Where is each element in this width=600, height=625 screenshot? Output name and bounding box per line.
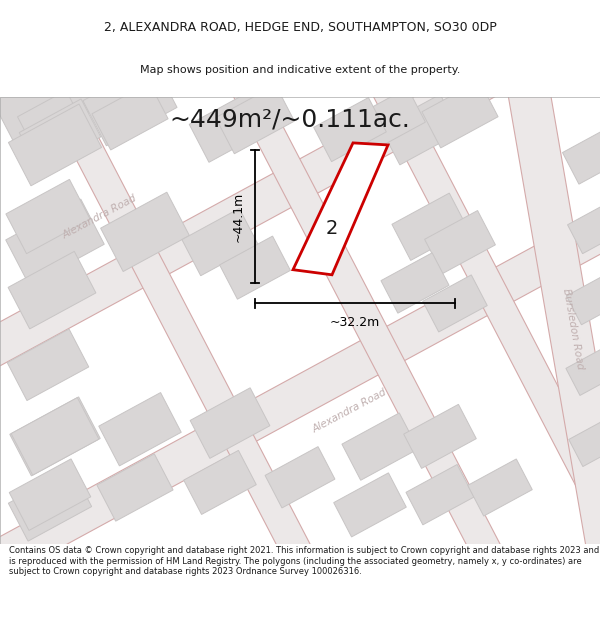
Polygon shape (6, 199, 104, 285)
Polygon shape (196, 10, 504, 566)
Polygon shape (17, 91, 82, 148)
Polygon shape (406, 464, 474, 525)
Polygon shape (392, 193, 468, 261)
Polygon shape (0, 58, 98, 151)
Polygon shape (7, 329, 89, 401)
Polygon shape (97, 454, 173, 521)
Text: Alexandra Road: Alexandra Road (311, 387, 389, 434)
Polygon shape (404, 404, 476, 468)
Polygon shape (11, 398, 99, 475)
Polygon shape (468, 459, 532, 516)
Text: ~449m²/~0.111ac.: ~449m²/~0.111ac. (170, 107, 410, 131)
Polygon shape (495, 13, 600, 624)
Polygon shape (563, 126, 600, 184)
Polygon shape (381, 253, 449, 313)
Polygon shape (6, 10, 314, 566)
Polygon shape (190, 388, 270, 458)
Polygon shape (8, 469, 92, 541)
Polygon shape (83, 62, 177, 146)
Polygon shape (184, 451, 256, 514)
Text: Contains OS data © Crown copyright and database right 2021. This information is : Contains OS data © Crown copyright and d… (9, 546, 599, 576)
Polygon shape (0, 162, 600, 625)
Polygon shape (6, 179, 90, 254)
Polygon shape (422, 81, 498, 148)
Polygon shape (293, 143, 388, 275)
Text: Bursledon Road: Bursledon Road (561, 288, 585, 370)
Polygon shape (8, 104, 101, 186)
Polygon shape (19, 99, 101, 171)
Polygon shape (355, 88, 425, 151)
Polygon shape (566, 344, 600, 396)
Polygon shape (99, 392, 181, 466)
Polygon shape (568, 200, 600, 254)
Text: ~44.1m: ~44.1m (232, 191, 245, 242)
Text: ~32.2m: ~32.2m (330, 316, 380, 329)
Polygon shape (342, 413, 418, 480)
Polygon shape (380, 94, 460, 165)
Text: Alexandra Road: Alexandra Road (61, 192, 139, 241)
Polygon shape (425, 211, 496, 274)
Polygon shape (334, 473, 406, 537)
Polygon shape (92, 82, 168, 150)
Polygon shape (569, 416, 600, 466)
Polygon shape (189, 91, 271, 162)
Polygon shape (566, 272, 600, 325)
Text: Map shows position and indicative extent of the property.: Map shows position and indicative extent… (140, 65, 460, 75)
Polygon shape (314, 98, 386, 162)
Polygon shape (423, 275, 487, 332)
Text: 2, ALEXANDRA ROAD, HEDGE END, SOUTHAMPTON, SO30 0DP: 2, ALEXANDRA ROAD, HEDGE END, SOUTHAMPTO… (104, 21, 496, 34)
Polygon shape (10, 397, 100, 476)
Polygon shape (9, 459, 91, 531)
Polygon shape (101, 192, 190, 271)
Polygon shape (182, 208, 258, 276)
Polygon shape (220, 236, 290, 299)
Text: 2: 2 (325, 219, 338, 238)
Polygon shape (8, 251, 96, 329)
Polygon shape (336, 10, 600, 566)
Polygon shape (265, 447, 335, 508)
Polygon shape (0, 0, 600, 414)
Polygon shape (215, 85, 295, 154)
